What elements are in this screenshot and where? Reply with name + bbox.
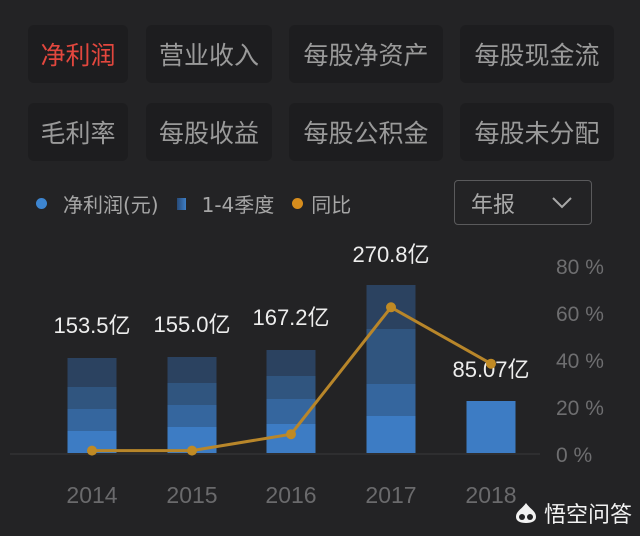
right-axis-tick: 60 % bbox=[556, 303, 604, 326]
watermark: 悟空问答 bbox=[512, 497, 632, 529]
right-axis-tick: 0 % bbox=[556, 444, 592, 467]
tab-reserve-per-share[interactable]: 每股公积金 bbox=[289, 103, 443, 161]
bar-value-label: 153.5亿 bbox=[53, 313, 130, 338]
bar-segment[interactable] bbox=[366, 384, 416, 416]
x-axis-label: 2016 bbox=[265, 482, 316, 508]
tab-undistributed-per-share[interactable]: 每股未分配 bbox=[460, 103, 614, 161]
tab-revenue[interactable]: 营业收入 bbox=[146, 25, 272, 83]
yoy-point[interactable] bbox=[187, 445, 197, 456]
bar-segment[interactable] bbox=[67, 358, 117, 387]
x-axis-label: 2015 bbox=[166, 482, 217, 508]
orange-dot-icon bbox=[292, 198, 304, 209]
x-axis-label: 2018 bbox=[465, 482, 516, 508]
yoy-point[interactable] bbox=[87, 445, 97, 456]
bar-segment[interactable] bbox=[67, 409, 117, 431]
bar-segment[interactable] bbox=[366, 416, 416, 453]
legend-label: 同比 bbox=[311, 193, 352, 217]
bar-segment[interactable] bbox=[67, 431, 117, 453]
tab-cashflow-per-share[interactable]: 每股现金流 bbox=[460, 25, 614, 83]
tab-net-assets-per-share[interactable]: 每股净资产 bbox=[289, 25, 443, 83]
period-select-value: 年报 bbox=[471, 192, 516, 218]
x-axis-label: 2017 bbox=[365, 482, 416, 508]
watermark-text: 悟空问答 bbox=[544, 503, 633, 528]
bar-segment[interactable] bbox=[167, 383, 217, 405]
bar-segment[interactable] bbox=[67, 387, 117, 409]
bar-segment[interactable] bbox=[167, 357, 217, 383]
legend-item-net-profit[interactable]: 净利润(元) bbox=[36, 189, 159, 218]
period-select[interactable]: 年报 bbox=[454, 180, 592, 225]
legend-item-yoy[interactable]: 同比 bbox=[292, 189, 351, 218]
bar-segment[interactable] bbox=[167, 405, 217, 427]
bar-segment[interactable] bbox=[266, 376, 316, 399]
chart-legend: 净利润(元) 1-4季度 同比 bbox=[36, 189, 369, 218]
legend-label: 1-4季度 bbox=[201, 193, 275, 217]
right-axis-tick: 40 % bbox=[556, 350, 604, 373]
bar-swatch-icon bbox=[176, 197, 186, 210]
tab-net-profit[interactable]: 净利润 bbox=[28, 25, 128, 83]
bar-value-label: 167.2亿 bbox=[252, 305, 329, 330]
right-axis-tick: 80 % bbox=[556, 256, 604, 279]
blue-dot-icon bbox=[36, 198, 47, 209]
bar-segment[interactable] bbox=[466, 401, 516, 453]
legend-label: 净利润(元) bbox=[63, 193, 159, 217]
yoy-point[interactable] bbox=[386, 302, 396, 313]
bar-value-label: 270.8亿 bbox=[352, 242, 429, 267]
wukong-logo-icon bbox=[516, 503, 536, 523]
chevron-down-icon bbox=[552, 196, 572, 208]
yoy-point[interactable] bbox=[486, 358, 496, 369]
legend-item-quarters[interactable]: 1-4季度 bbox=[176, 189, 275, 218]
bar-value-label: 155.0亿 bbox=[153, 312, 230, 337]
right-axis-tick: 20 % bbox=[556, 397, 604, 420]
bar-segment[interactable] bbox=[266, 350, 316, 376]
yoy-point[interactable] bbox=[286, 429, 296, 440]
tab-eps[interactable]: 每股收益 bbox=[146, 103, 272, 161]
x-axis-label: 2014 bbox=[66, 482, 117, 508]
bar-segment[interactable] bbox=[366, 329, 416, 384]
tab-gross-margin[interactable]: 毛利率 bbox=[28, 103, 128, 161]
